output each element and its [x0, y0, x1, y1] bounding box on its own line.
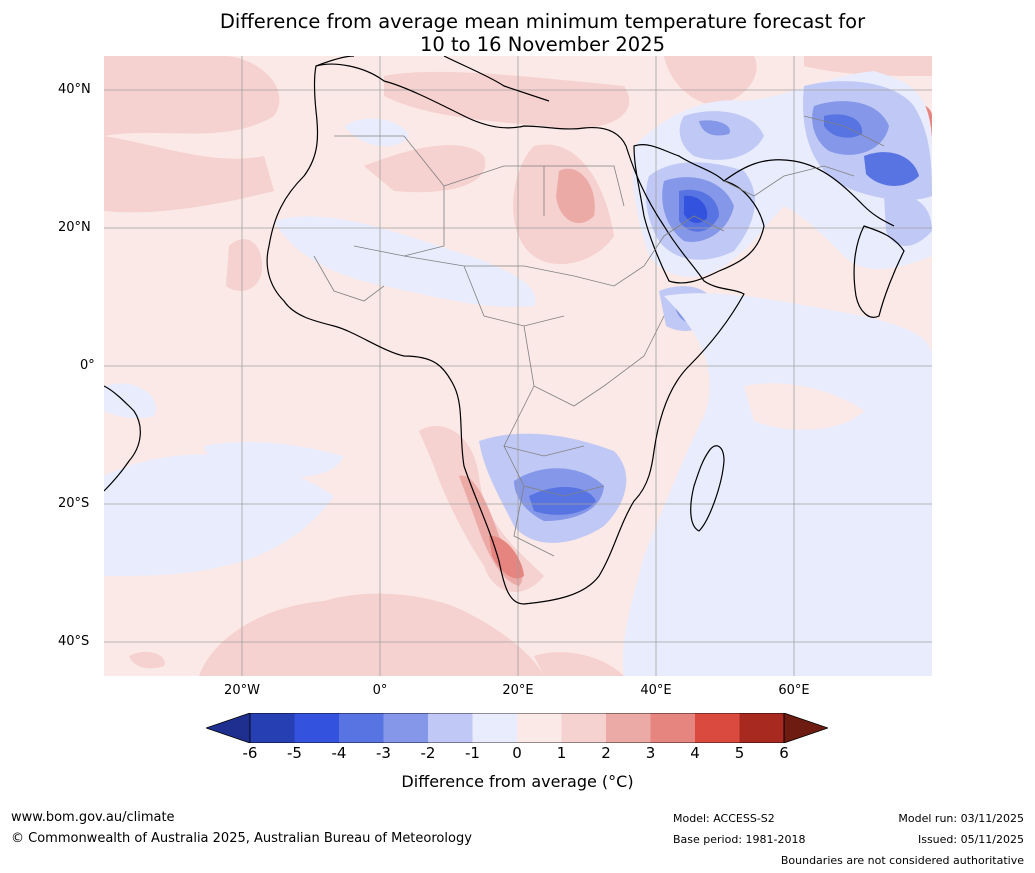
lat-label-40s: 40°S: [58, 634, 90, 649]
legend-colorbar: [206, 713, 828, 743]
lat-label-20n: 20°N: [58, 220, 91, 235]
legend-swatch: [783, 713, 828, 743]
legend-swatch: [695, 713, 740, 743]
lat-label-40n: 40°N: [58, 82, 91, 97]
legend-swatch: [517, 713, 562, 743]
website-link[interactable]: www.bom.gov.au/climate: [11, 810, 175, 825]
legend-swatch: [250, 713, 295, 743]
coastlines: [104, 56, 905, 605]
legend-tick: -3: [376, 744, 391, 762]
legend-tick: -2: [420, 744, 436, 762]
legend-swatch: [739, 713, 784, 743]
lon-label-0: 0°: [372, 683, 388, 698]
legend-tick: -6: [242, 744, 258, 762]
lat-label-0: 0°: [80, 358, 95, 373]
title-line-1: Difference from average mean minimum tem…: [219, 10, 866, 33]
lat-label-20s: 20°S: [58, 496, 90, 511]
legend-tick: 1: [556, 744, 567, 762]
legend-swatch: [339, 713, 384, 743]
lon-label-40e: 40°E: [640, 683, 672, 698]
legend-frame: [249, 713, 785, 743]
legend-tick: 6: [779, 744, 789, 762]
forecast-map: [104, 56, 932, 676]
legend-swatch: [561, 713, 606, 743]
copyright-text: © Commonwealth of Australia 2025, Austra…: [11, 831, 472, 846]
base-period-text: Base period: 1981-2018: [673, 833, 806, 846]
title-line-2: 10 to 16 November 2025: [419, 33, 666, 56]
issued-text: Issued: 05/11/2025: [917, 833, 1024, 846]
legend-tick: 5: [734, 744, 745, 762]
legend-tick: -5: [287, 744, 302, 762]
legend-swatch: [606, 713, 651, 743]
disclaimer-text: Boundaries are not considered authoritat…: [780, 854, 1024, 867]
warm-anomaly-regions: [104, 56, 932, 676]
lon-label-60e: 60°E: [778, 683, 810, 698]
legend-swatch: [294, 713, 339, 743]
legend-tick: 3: [645, 744, 656, 762]
legend-tick: -4: [331, 744, 347, 762]
legend-swatch: [472, 713, 517, 743]
legend-label: Difference from average (°C): [401, 772, 634, 791]
legend-tick: 2: [601, 744, 611, 762]
legend-tick: -1: [465, 744, 480, 762]
cool-anomaly-regions: [104, 71, 932, 676]
lon-label-20e: 20°E: [502, 683, 534, 698]
model-run-text: Model run: 03/11/2025: [898, 812, 1024, 825]
legend-tick: 0: [512, 744, 522, 762]
legend-swatch: [206, 713, 251, 743]
map-svg: [104, 56, 932, 676]
legend-swatch: [428, 713, 473, 743]
model-text: Model: ACCESS-S2: [673, 812, 775, 825]
lon-label-20w: 20°W: [224, 683, 260, 698]
chart-title: Difference from average mean minimum tem…: [0, 10, 1035, 56]
country-borders: [313, 115, 885, 557]
legend-swatch: [383, 713, 428, 743]
legend-swatch: [650, 713, 695, 743]
legend-tick: 4: [690, 744, 700, 762]
graticule: [104, 56, 932, 676]
